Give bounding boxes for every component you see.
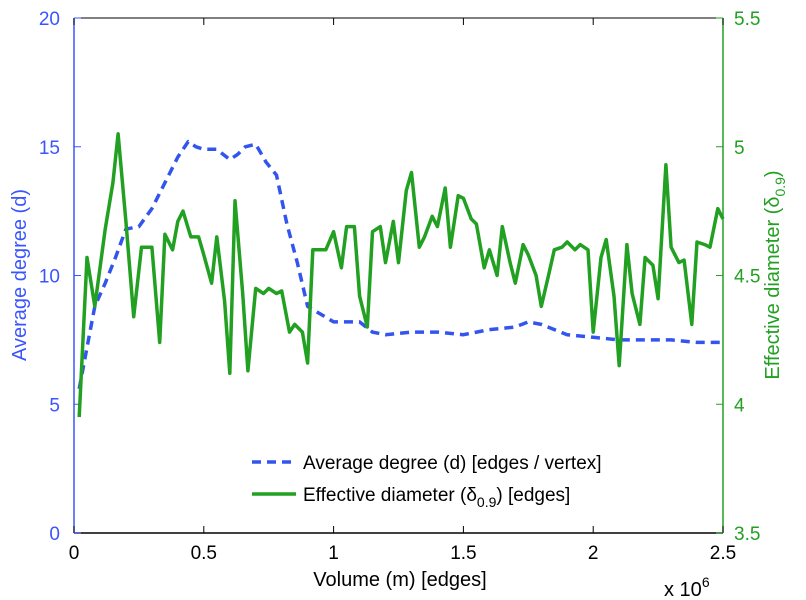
- left-y-tick-label: 20: [39, 9, 60, 30]
- x-tick-label: 2.5: [710, 543, 736, 564]
- legend-box: [245, 445, 721, 523]
- axes: 0 0.5 1 1.5 2 2.5 0 5 10 15 20 3.5 4 4.5 5 5.5: [39, 9, 761, 564]
- right-y-tick-label: 4.5: [734, 267, 760, 288]
- right-y-tick-label: 5.5: [734, 9, 760, 30]
- x-tick-label: 2: [588, 543, 599, 564]
- legend-label-average-degree: Average degree (d) [edges / vertex]: [303, 453, 602, 474]
- series-average-degree-line: [77, 139, 723, 390]
- series-layer: [77, 132, 725, 418]
- left-y-tick-label: 15: [39, 138, 60, 159]
- x-tick-label: 1.5: [450, 543, 476, 564]
- right-y-tick-label: 4: [734, 395, 745, 416]
- left-y-tick-label: 5: [49, 395, 60, 416]
- right-axis-label: Effective diameter (δ0.9): [762, 170, 788, 379]
- left-y-tick-label: 0: [49, 524, 60, 545]
- x-tick-label: 1: [328, 543, 339, 564]
- left-y-tick-label: 10: [39, 267, 60, 288]
- x-axis-multiplier: x 106: [664, 574, 710, 600]
- left-axis-label: Average degree (d): [9, 189, 31, 361]
- x-axis-label: Volume (m) [edges]: [313, 569, 486, 591]
- legend: Average degree (d) [edges / vertex] Effe…: [245, 445, 721, 523]
- x-tick-label: 0: [69, 543, 80, 564]
- series-effective-diameter-line: [77, 132, 725, 418]
- right-y-tick-label: 5: [734, 138, 745, 159]
- right-y-tick-label: 3.5: [734, 524, 760, 545]
- legend-label-effective-diameter: Effective diameter (δ0.9) [edges]: [303, 485, 570, 510]
- x-tick-label: 0.5: [191, 543, 217, 564]
